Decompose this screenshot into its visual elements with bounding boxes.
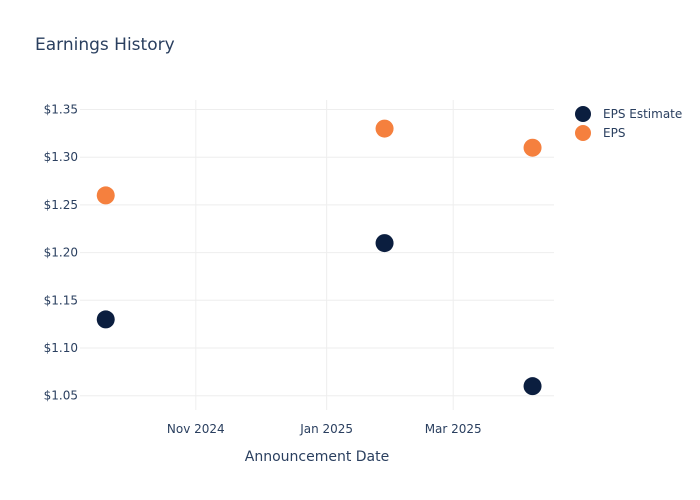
legend-label-eps[interactable]: EPS bbox=[603, 126, 625, 140]
y-tick-label: $1.25 bbox=[44, 198, 78, 212]
x-tick-labels: Nov 2024 Jan 2025 Mar 2025 bbox=[167, 422, 482, 436]
y-tick-label: $1.30 bbox=[44, 150, 78, 164]
x-tick-label: Mar 2025 bbox=[425, 422, 482, 436]
legend-marker-eps-estimate[interactable] bbox=[575, 106, 591, 122]
chart-title: Earnings History bbox=[35, 35, 175, 55]
eps-estimate-point[interactable] bbox=[523, 377, 542, 396]
x-gridlines bbox=[195, 100, 454, 410]
y-tick-label: $1.05 bbox=[44, 389, 78, 403]
eps-point[interactable] bbox=[523, 138, 542, 157]
x-tick-label: Jan 2025 bbox=[299, 422, 353, 436]
legend-label-eps-estimate[interactable]: EPS Estimate bbox=[603, 107, 682, 121]
y-gridlines bbox=[80, 109, 554, 397]
eps-estimate-point[interactable] bbox=[375, 234, 394, 253]
y-tick-label: $1.35 bbox=[44, 103, 78, 117]
legend-marker-eps[interactable] bbox=[575, 125, 591, 141]
y-tick-label: $1.10 bbox=[44, 341, 78, 355]
x-tick-label: Nov 2024 bbox=[167, 422, 225, 436]
eps-point[interactable] bbox=[96, 186, 115, 205]
y-tick-labels: $1.05 $1.10 $1.15 $1.20 $1.25 $1.30 $1.35 bbox=[44, 103, 78, 403]
x-axis-title: Announcement Date bbox=[245, 449, 389, 465]
eps-point[interactable] bbox=[375, 119, 394, 138]
legend: EPS Estimate EPS bbox=[575, 106, 682, 141]
eps-estimate-point[interactable] bbox=[96, 310, 115, 329]
data-points bbox=[96, 119, 542, 396]
y-tick-label: $1.20 bbox=[44, 246, 78, 260]
y-tick-label: $1.15 bbox=[44, 293, 78, 307]
